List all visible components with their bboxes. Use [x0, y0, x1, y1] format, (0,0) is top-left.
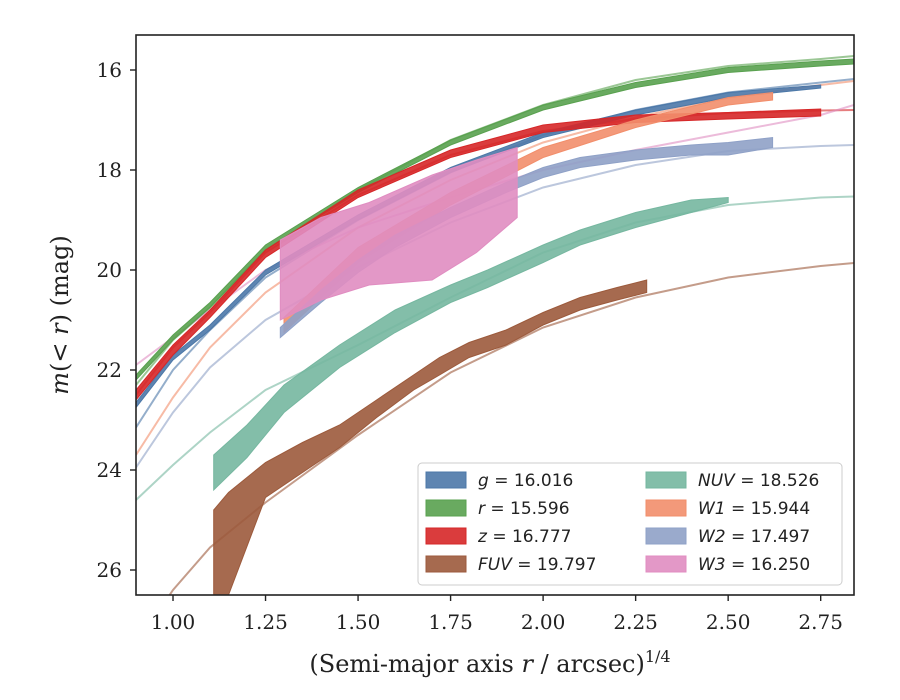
legend-swatch-w3 [645, 555, 687, 573]
y-tick-label: 22 [97, 358, 122, 382]
legend: g = 16.016 NUV = 18.526 r = 15.596 W1 = 15.… [417, 462, 843, 586]
x-tick-label: 2.50 [706, 610, 751, 634]
y-axis-label: m(< r) (mag) [46, 235, 74, 395]
y-tick-label: 18 [97, 158, 122, 182]
y-tick-label: 26 [97, 558, 122, 582]
legend-swatch-w1 [645, 499, 687, 517]
legend-label-nuv: NUV = 18.526 [698, 471, 819, 491]
x-axis-label: (Semi-major axis r / arcsec)1/4 [309, 647, 670, 678]
legend-swatch-nuv [645, 471, 687, 489]
legend-swatch-g [425, 471, 467, 489]
y-tick-label: 16 [97, 58, 122, 82]
legend-swatch-fuv [425, 555, 467, 573]
legend-swatch-w2 [645, 527, 687, 545]
x-tick-label: 1.75 [428, 610, 473, 634]
profile-band-w3 [279, 146, 518, 321]
x-tick-label: 2.00 [521, 610, 566, 634]
legend-label-z: z = 16.777 [477, 527, 571, 547]
legend-label-fuv: FUV = 19.797 [478, 555, 596, 575]
legend-label-w1: W1 = 15.944 [698, 499, 810, 519]
legend-label-g: g = 16.016 [478, 471, 573, 491]
x-tick-label: 2.75 [798, 610, 843, 634]
profile-band-z [136, 108, 822, 401]
model-curve-fuv [168, 262, 854, 595]
legend-label-w3: W3 = 16.250 [698, 555, 810, 575]
profile-band-fuv [213, 279, 648, 595]
x-tick-label: 2.25 [613, 610, 658, 634]
x-tick-label: 1.00 [151, 610, 196, 634]
profile-bands [136, 58, 854, 595]
x-axis-ticks: 1.00 1.25 1.50 1.75 2.00 2.25 2.50 2.75 [151, 595, 843, 634]
y-tick-label: 24 [97, 458, 122, 482]
legend-label-w2: W2 = 17.497 [698, 527, 810, 547]
legend-swatch-z [425, 527, 467, 545]
legend-box [417, 462, 843, 586]
y-tick-label: 20 [97, 258, 122, 282]
legend-label-r: r = 15.596 [478, 499, 570, 519]
legend-swatch-r [425, 499, 467, 517]
profile-band-nuv [213, 196, 729, 492]
x-tick-label: 1.50 [336, 610, 381, 634]
profile-band-r [136, 58, 854, 381]
y-axis-ticks: 16 18 20 22 24 26 [97, 58, 136, 582]
plot-frame [135, 34, 855, 596]
x-tick-label: 1.25 [243, 610, 288, 634]
